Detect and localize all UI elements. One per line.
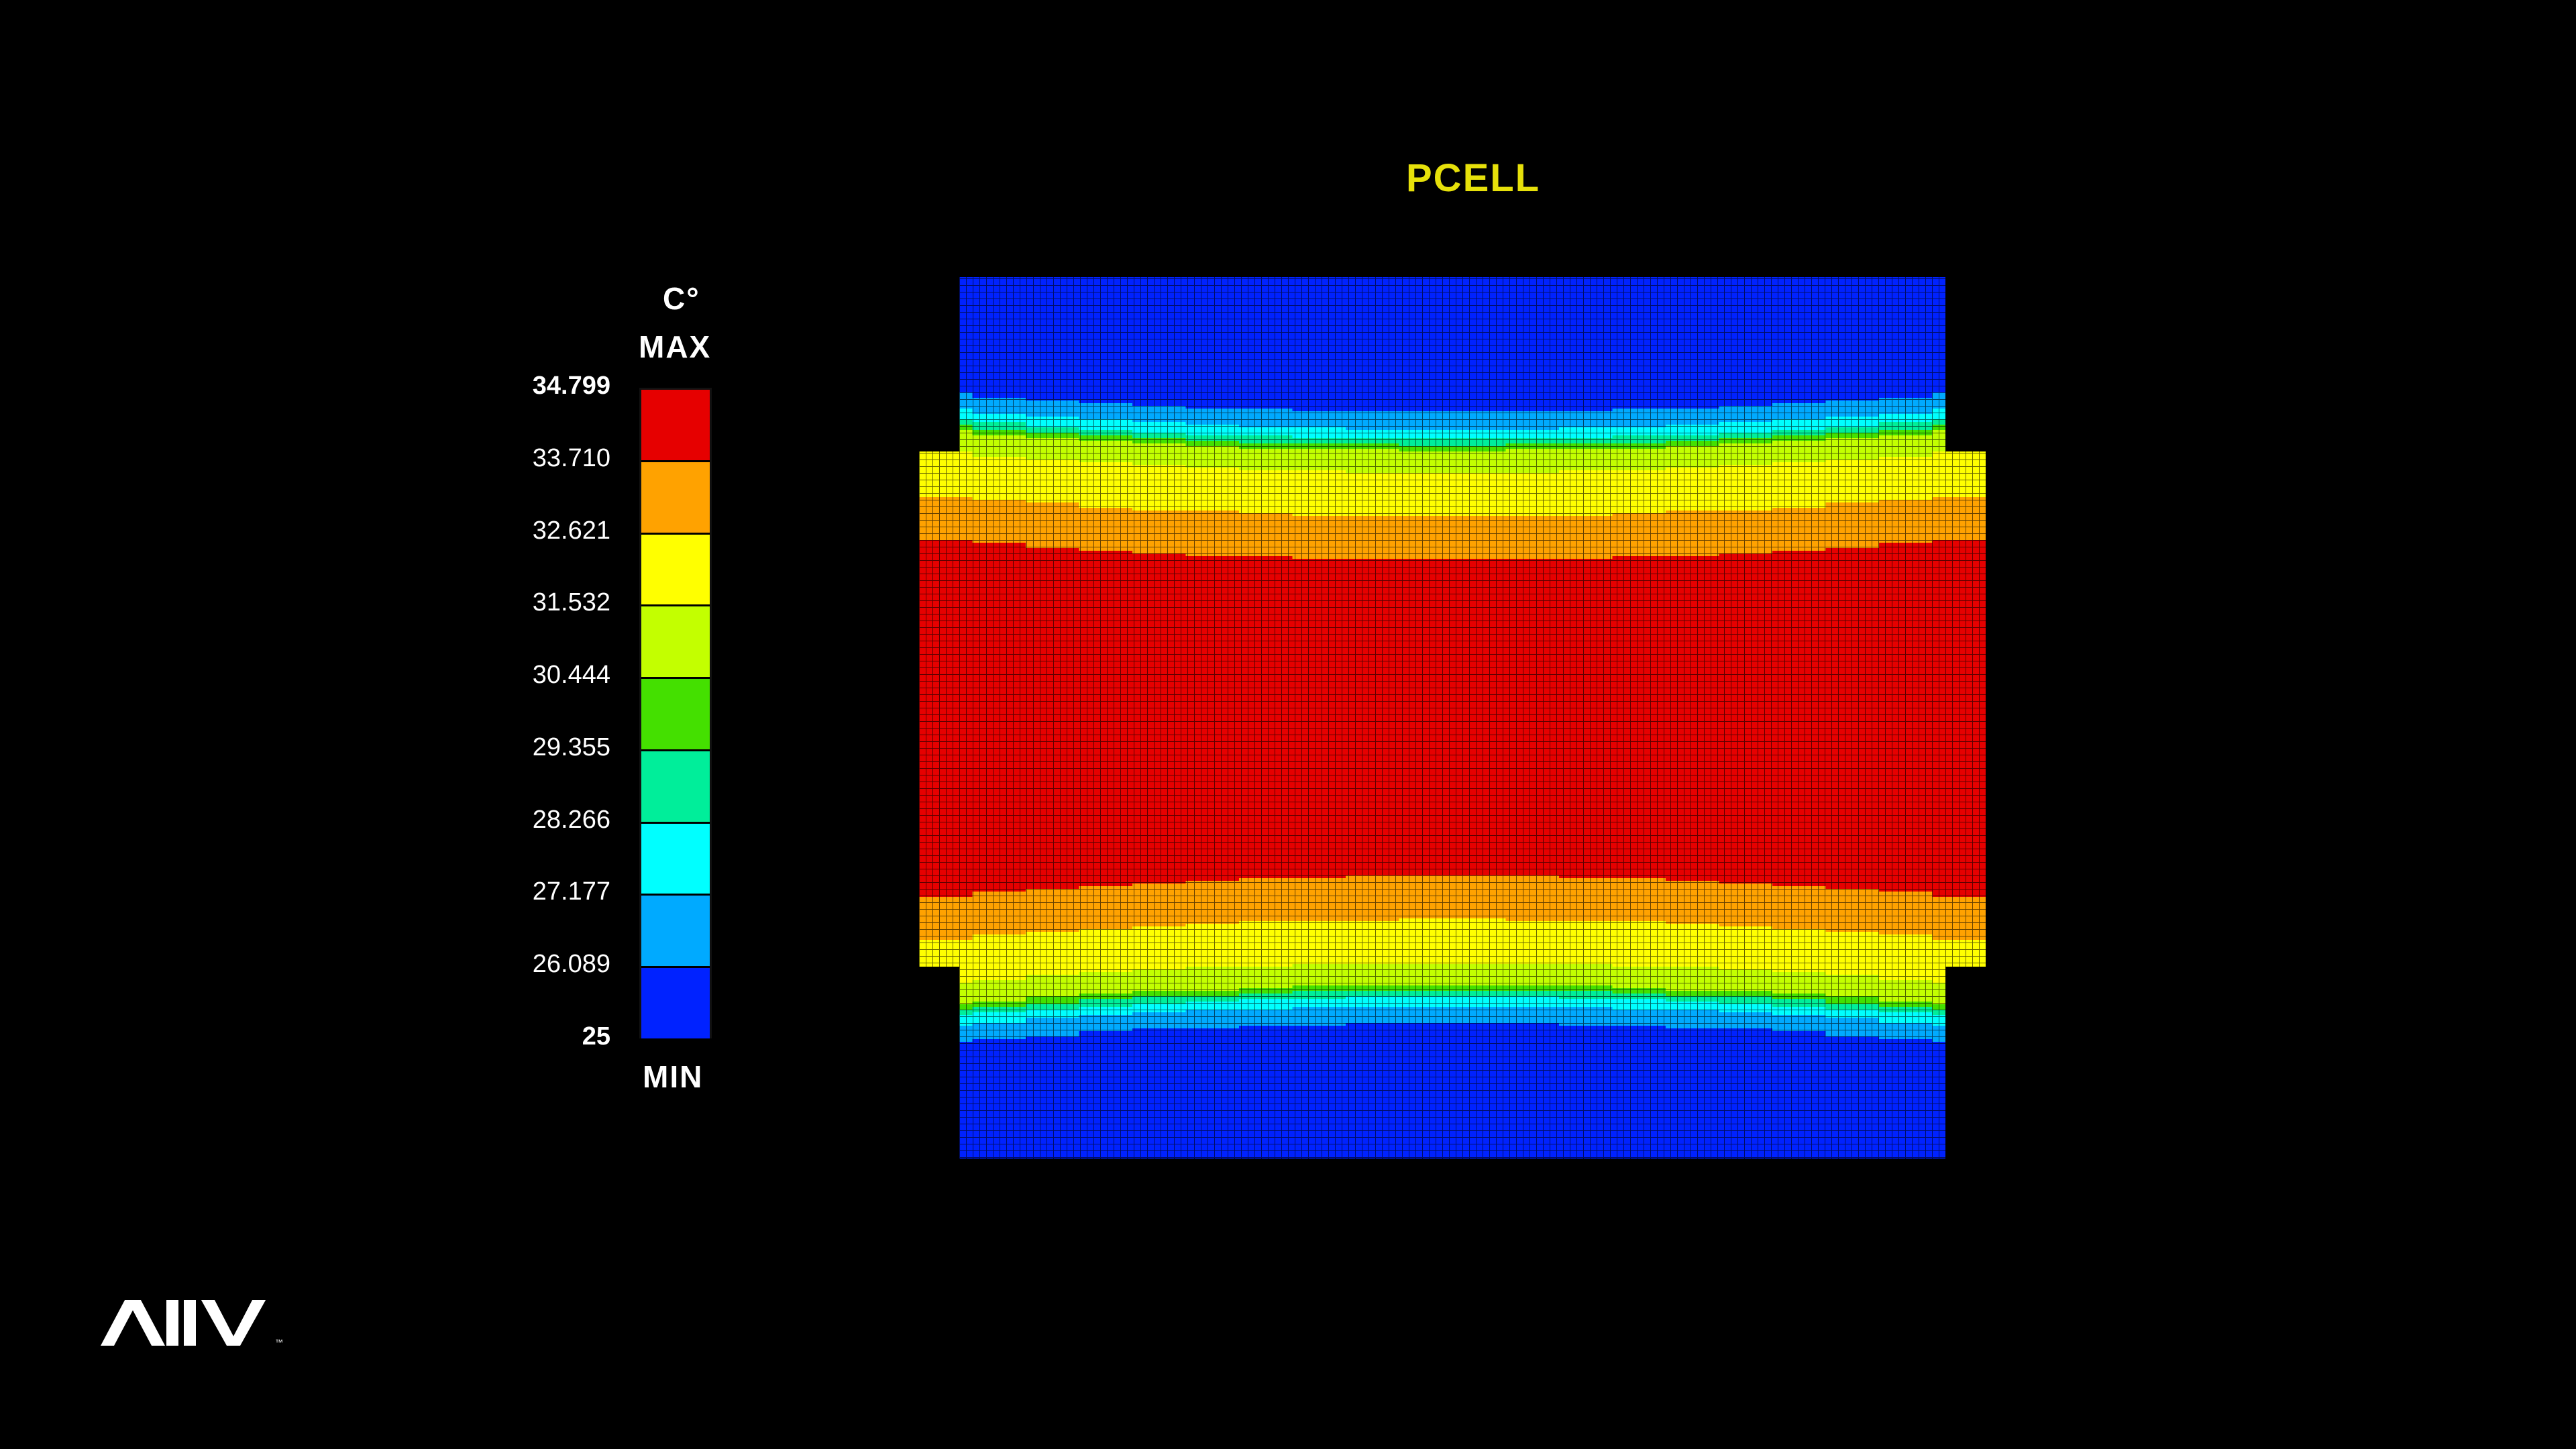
legend-tick-label: 26.089 bbox=[532, 950, 610, 979]
legend-unit-label: C° bbox=[663, 281, 700, 316]
legend-tick-label: 28.266 bbox=[532, 805, 610, 834]
legend-swatch bbox=[641, 751, 710, 824]
legend-tick-label: 30.444 bbox=[532, 661, 610, 690]
mesh-plot-svg bbox=[919, 277, 1986, 1159]
chart-title: PCELL bbox=[1406, 156, 1541, 200]
legend-tick-label: 25 bbox=[582, 1022, 610, 1051]
legend-swatch bbox=[641, 534, 710, 607]
legend-swatch bbox=[641, 390, 710, 462]
legend-swatch bbox=[641, 462, 710, 535]
legend-tick-label: 31.532 bbox=[532, 588, 610, 617]
legend-swatch bbox=[641, 896, 710, 969]
temperature-contour-plot bbox=[919, 272, 1992, 1164]
legend-swatch bbox=[641, 968, 710, 1040]
legend-swatch bbox=[641, 606, 710, 680]
color-legend-bar bbox=[639, 388, 712, 1040]
legend-min-label: MIN bbox=[643, 1059, 704, 1094]
legend-swatch bbox=[641, 823, 710, 896]
legend-tick-label: 34.799 bbox=[532, 372, 610, 400]
legend-tick-label: 27.177 bbox=[532, 877, 610, 906]
legend-swatch bbox=[641, 679, 710, 751]
legend-max-label: MAX bbox=[639, 329, 712, 364]
legend-tick-label: 32.621 bbox=[532, 516, 610, 545]
legend-tick-label: 29.355 bbox=[532, 733, 610, 761]
legend-tick-label: 33.710 bbox=[532, 443, 610, 472]
